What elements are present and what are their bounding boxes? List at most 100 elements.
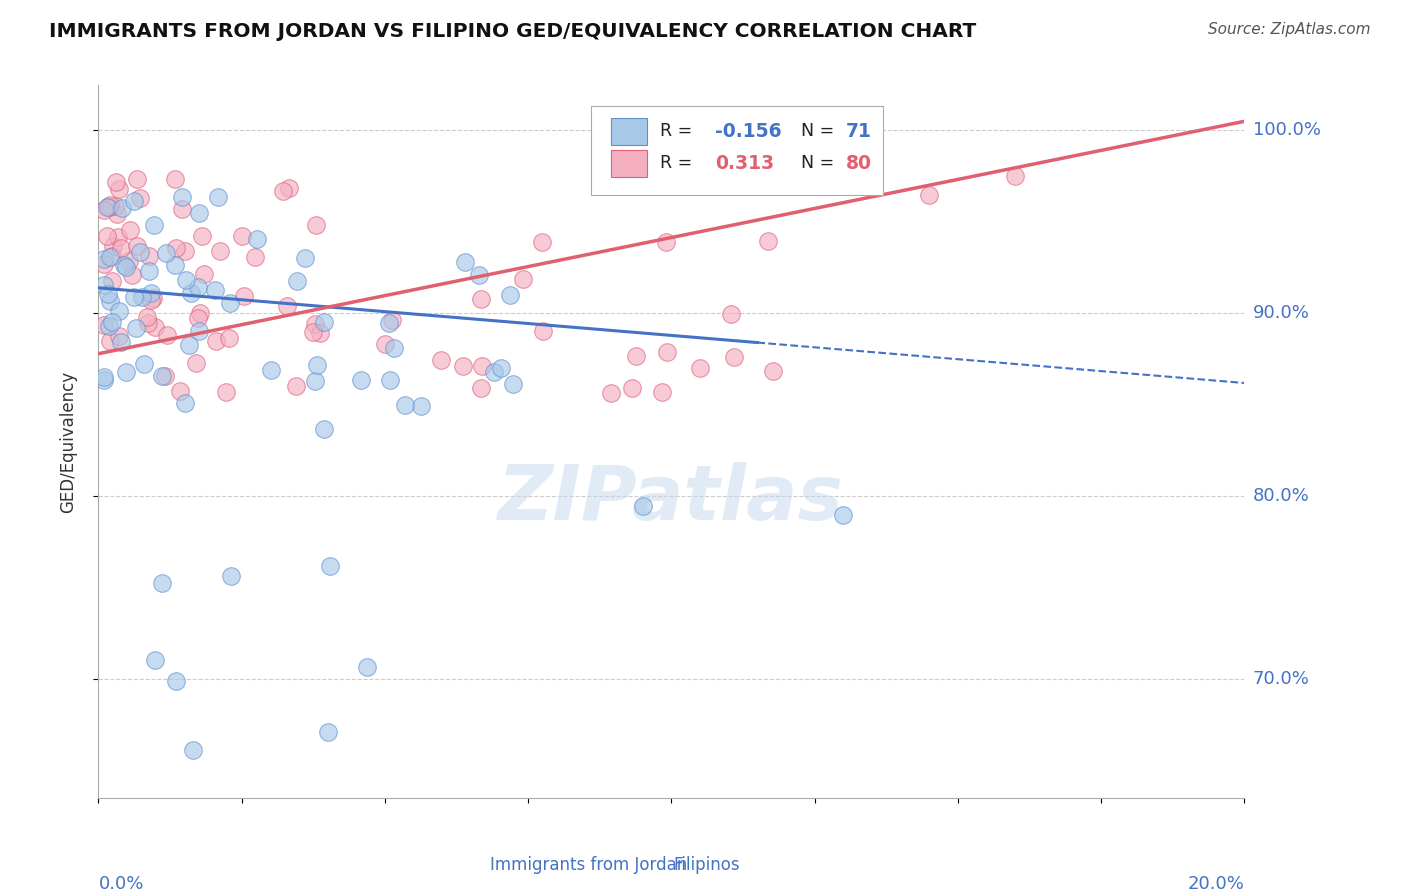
Point [918, 187, 941, 202]
Text: ZIPatlas: ZIPatlas [498, 462, 845, 535]
Point [208, 244, 231, 258]
Point [471, 359, 494, 374]
Point [93, 277, 115, 292]
Point [93, 370, 115, 384]
Point [98, 334, 121, 348]
Point [138, 250, 160, 264]
Point [110, 241, 132, 255]
Point [723, 350, 745, 364]
Point [832, 508, 855, 522]
Point [470, 292, 492, 306]
Point [97, 200, 120, 214]
Point [122, 194, 145, 208]
Point [105, 207, 128, 221]
Point [104, 199, 127, 213]
Point [179, 337, 201, 351]
Point [187, 311, 209, 326]
Point [187, 280, 209, 294]
Point [621, 381, 644, 395]
Point [233, 289, 256, 303]
FancyBboxPatch shape [591, 106, 883, 195]
Point [499, 288, 522, 302]
Point [101, 315, 124, 329]
Point [166, 673, 188, 688]
Point [107, 329, 129, 343]
Point [285, 379, 308, 393]
Text: -0.156: -0.156 [714, 121, 782, 141]
Point [96, 200, 118, 214]
Point [381, 313, 404, 327]
Point [314, 315, 336, 329]
Point [127, 239, 149, 253]
Point [243, 250, 266, 264]
Point [394, 398, 416, 412]
Point [502, 377, 524, 392]
Text: R =: R = [659, 122, 697, 140]
Point [118, 223, 141, 237]
Point [97, 286, 120, 301]
Point [453, 255, 475, 269]
Point [215, 385, 238, 400]
Point [96, 229, 118, 244]
Point [100, 198, 122, 212]
Text: N =: N = [801, 122, 839, 140]
Point [689, 361, 711, 376]
Point [356, 660, 378, 674]
Point [125, 171, 148, 186]
Point [312, 422, 335, 436]
Point [97, 319, 120, 334]
Point [219, 569, 242, 583]
Point [136, 316, 159, 330]
Point [152, 368, 174, 383]
Point [97, 200, 120, 214]
Point [374, 337, 396, 351]
Text: Source: ZipAtlas.com: Source: ZipAtlas.com [1208, 22, 1371, 37]
FancyBboxPatch shape [449, 854, 482, 877]
Point [651, 385, 673, 400]
Point [468, 268, 491, 282]
Point [121, 268, 143, 283]
Point [204, 283, 226, 297]
Point [762, 364, 785, 378]
Point [165, 241, 187, 255]
Point [1004, 169, 1026, 184]
Text: Immigrants from Jordan: Immigrants from Jordan [491, 856, 688, 874]
FancyBboxPatch shape [610, 150, 647, 177]
Point [170, 202, 193, 216]
Text: 0.0%: 0.0% [98, 875, 143, 892]
Text: IMMIGRANTS FROM JORDAN VS FILIPINO GED/EQUIVALENCY CORRELATION CHART: IMMIGRANTS FROM JORDAN VS FILIPINO GED/E… [49, 22, 976, 41]
Point [190, 228, 212, 243]
Point [114, 365, 136, 379]
Point [174, 244, 197, 258]
Point [276, 299, 298, 313]
Point [756, 234, 779, 248]
FancyBboxPatch shape [610, 118, 647, 145]
Point [129, 190, 152, 204]
Point [180, 286, 202, 301]
Point [530, 235, 553, 249]
Point [118, 254, 141, 268]
Point [308, 326, 330, 341]
Point [112, 258, 135, 272]
Point [657, 344, 679, 359]
Point [110, 335, 132, 350]
Point [451, 359, 474, 373]
Text: 70.0%: 70.0% [1253, 671, 1310, 689]
Point [100, 251, 122, 265]
Point [187, 206, 209, 220]
Point [143, 319, 166, 334]
Point [142, 218, 165, 232]
Point [101, 239, 124, 253]
Point [139, 285, 162, 300]
Text: 0.313: 0.313 [714, 153, 775, 173]
Point [108, 304, 131, 318]
Point [411, 399, 433, 413]
Point [378, 316, 401, 330]
Point [260, 362, 283, 376]
Point [156, 328, 179, 343]
Point [125, 321, 148, 335]
Point [93, 373, 115, 387]
Point [132, 357, 155, 371]
Point [155, 245, 177, 260]
Text: 90.0%: 90.0% [1253, 304, 1310, 322]
